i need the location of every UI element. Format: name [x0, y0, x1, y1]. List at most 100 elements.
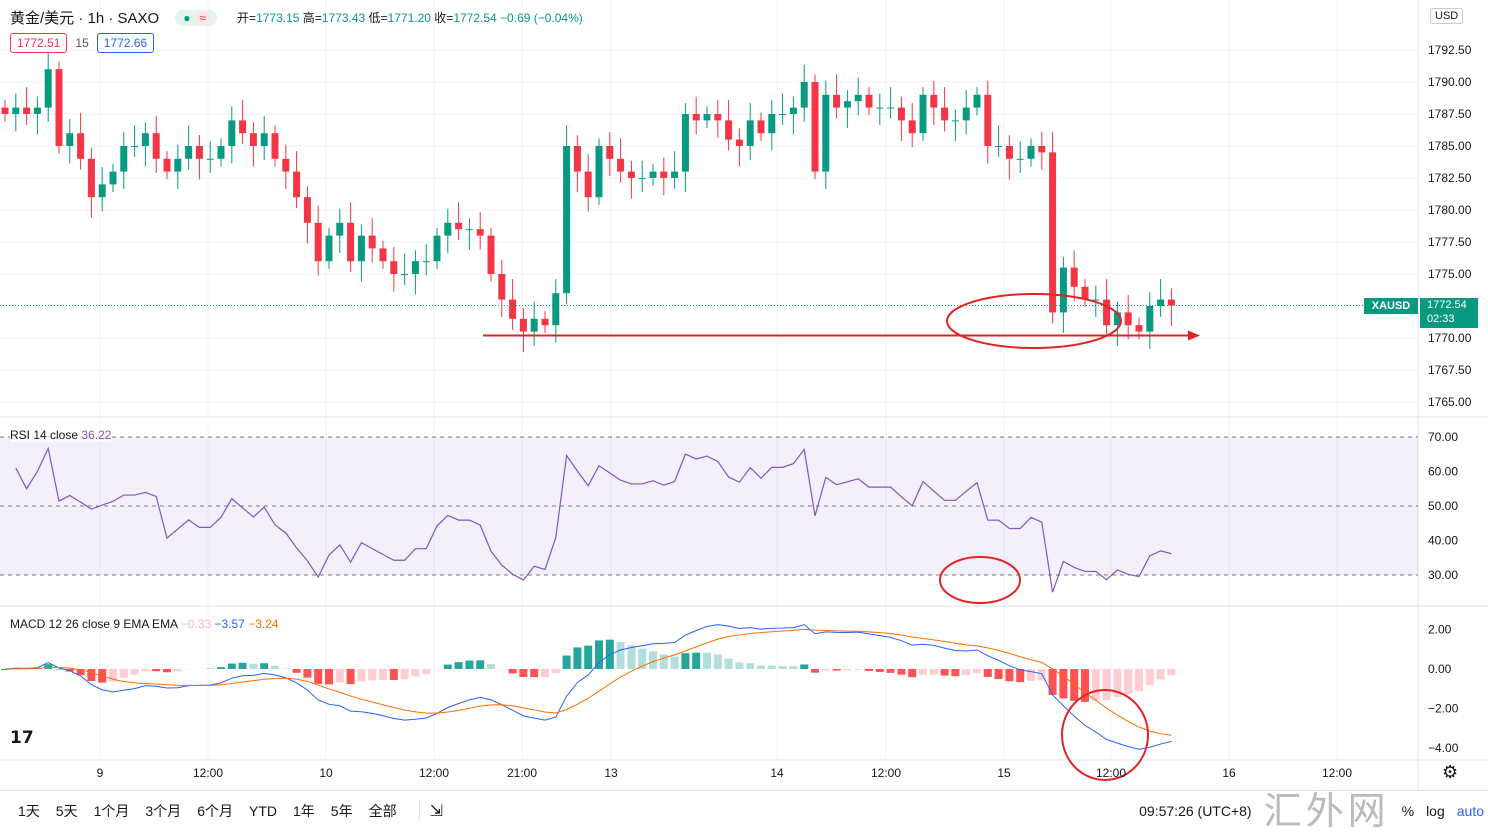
chart-canvas[interactable]: 1792.501790.001787.501785.001782.501780.… — [0, 0, 1488, 790]
candle-body — [1103, 300, 1110, 326]
macd-histogram-bar — [271, 666, 279, 669]
candle-body — [909, 120, 916, 133]
auto-toggle[interactable]: auto — [1457, 803, 1484, 819]
symbol-legend: 黄金/美元 · 1h · SAXO ●≈ 开=1773.15 高=1773.43… — [10, 7, 583, 28]
macd-histogram-bar — [131, 669, 139, 675]
candle-body — [1028, 146, 1035, 159]
macd-histogram-bar — [1092, 669, 1100, 701]
macd-histogram-bar — [411, 669, 419, 676]
macd-histogram-bar — [120, 669, 128, 678]
macd-histogram-bar — [1103, 669, 1111, 700]
range-3[interactable]: 3个月 — [137, 801, 189, 821]
macd-legend[interactable]: MACD 12 26 close 9 EMA EMA −0.33 −3.57 −… — [10, 617, 279, 631]
macd-histogram-bar — [627, 645, 635, 669]
macd-hist-value: −0.33 — [181, 617, 211, 631]
candle-body — [423, 261, 430, 262]
macd-histogram-bar — [239, 663, 247, 669]
macd-tick: 0.00 — [1428, 662, 1452, 676]
candle-body — [336, 223, 343, 236]
candle-body — [768, 114, 775, 133]
candle-body — [963, 108, 970, 121]
candle-body — [282, 159, 289, 172]
currency-button[interactable]: USD — [1430, 8, 1463, 24]
time-label: 15 — [997, 766, 1011, 780]
signal-value: −3.24 — [248, 617, 278, 631]
buy-price-button[interactable]: 1772.66 — [97, 33, 154, 53]
macd-tick: −2.00 — [1428, 701, 1459, 715]
candle-body — [1038, 146, 1045, 152]
tradingview-logo-icon[interactable]: 17 — [10, 728, 42, 750]
candle-body — [617, 159, 624, 172]
market-status[interactable]: ●≈ — [175, 10, 217, 26]
signal-line — [5, 629, 1171, 735]
log-toggle[interactable]: log — [1426, 803, 1445, 819]
rsi-tick: 60.00 — [1428, 465, 1458, 479]
range-8[interactable]: 全部 — [361, 801, 405, 821]
candle-body — [1006, 146, 1013, 159]
macd-histogram-bar — [260, 663, 268, 669]
high-value: 1773.43 — [322, 11, 365, 25]
candle-body — [293, 172, 300, 198]
macd-histogram-bar — [1135, 669, 1143, 691]
clock[interactable]: 09:57:26 (UTC+8) — [1139, 803, 1251, 819]
candle-body — [758, 120, 765, 133]
candle-body — [606, 146, 613, 159]
macd-histogram-bar — [897, 669, 905, 675]
candle-body — [660, 172, 667, 178]
goto-date-icon[interactable]: ⇲ — [419, 801, 443, 821]
candle-body — [455, 223, 462, 229]
candle-body — [855, 95, 862, 101]
candle-body — [488, 236, 495, 274]
candle-body — [477, 229, 484, 235]
candle-body — [120, 146, 127, 172]
macd-histogram-bar — [865, 669, 873, 671]
candle-body — [218, 146, 225, 159]
range-0[interactable]: 1天 — [10, 801, 48, 821]
open-label: 开= — [237, 11, 256, 25]
price-tick: 1782.50 — [1428, 171, 1472, 185]
candle-body — [1136, 325, 1143, 331]
candle-body — [574, 146, 581, 172]
range-6[interactable]: 1年 — [285, 801, 323, 821]
candle-body — [639, 178, 646, 179]
percent-toggle[interactable]: % — [1402, 803, 1414, 819]
macd-histogram-bar — [660, 654, 668, 669]
settings-gear-icon[interactable]: ⚙ — [1442, 762, 1458, 783]
candle-body — [866, 95, 873, 108]
symbol-title[interactable]: 黄金/美元 · 1h · SAXO — [10, 7, 159, 28]
candle-body — [88, 159, 95, 197]
rsi-legend[interactable]: RSI 14 close 36.22 — [10, 428, 111, 442]
range-5[interactable]: YTD — [241, 803, 285, 819]
candle-body — [1049, 152, 1056, 312]
macd-histogram-bar — [455, 662, 463, 669]
macd-histogram-bar — [703, 653, 711, 669]
rsi-value: 36.22 — [81, 428, 111, 442]
price-tick: 1792.50 — [1428, 43, 1472, 57]
range-1[interactable]: 5天 — [48, 801, 86, 821]
sell-price-button[interactable]: 1772.51 — [10, 33, 67, 53]
macd-histogram-bar — [390, 669, 398, 680]
macd-histogram-bar — [681, 653, 689, 669]
range-7[interactable]: 5年 — [323, 801, 361, 821]
candle-body — [822, 95, 829, 172]
candle-body — [747, 120, 754, 146]
time-label: 12:00 — [1322, 766, 1352, 780]
candle-body — [552, 293, 559, 325]
macd-histogram-bar — [1124, 669, 1132, 694]
macd-histogram-bar — [887, 669, 895, 673]
price-tick: 1767.50 — [1428, 363, 1472, 377]
candle-body — [952, 120, 959, 121]
candle-body — [714, 114, 721, 120]
macd-histogram-bar — [1049, 669, 1057, 695]
candle-body — [174, 159, 181, 172]
annotation-circle — [947, 294, 1121, 348]
rsi-tick: 40.00 — [1428, 534, 1458, 548]
price-tick: 1765.00 — [1428, 395, 1472, 409]
candle-body — [844, 101, 851, 107]
range-2[interactable]: 1个月 — [86, 801, 138, 821]
range-4[interactable]: 6个月 — [189, 801, 241, 821]
price-tick: 1777.50 — [1428, 235, 1472, 249]
rsi-tick: 30.00 — [1428, 568, 1458, 582]
candle-body — [466, 229, 473, 230]
